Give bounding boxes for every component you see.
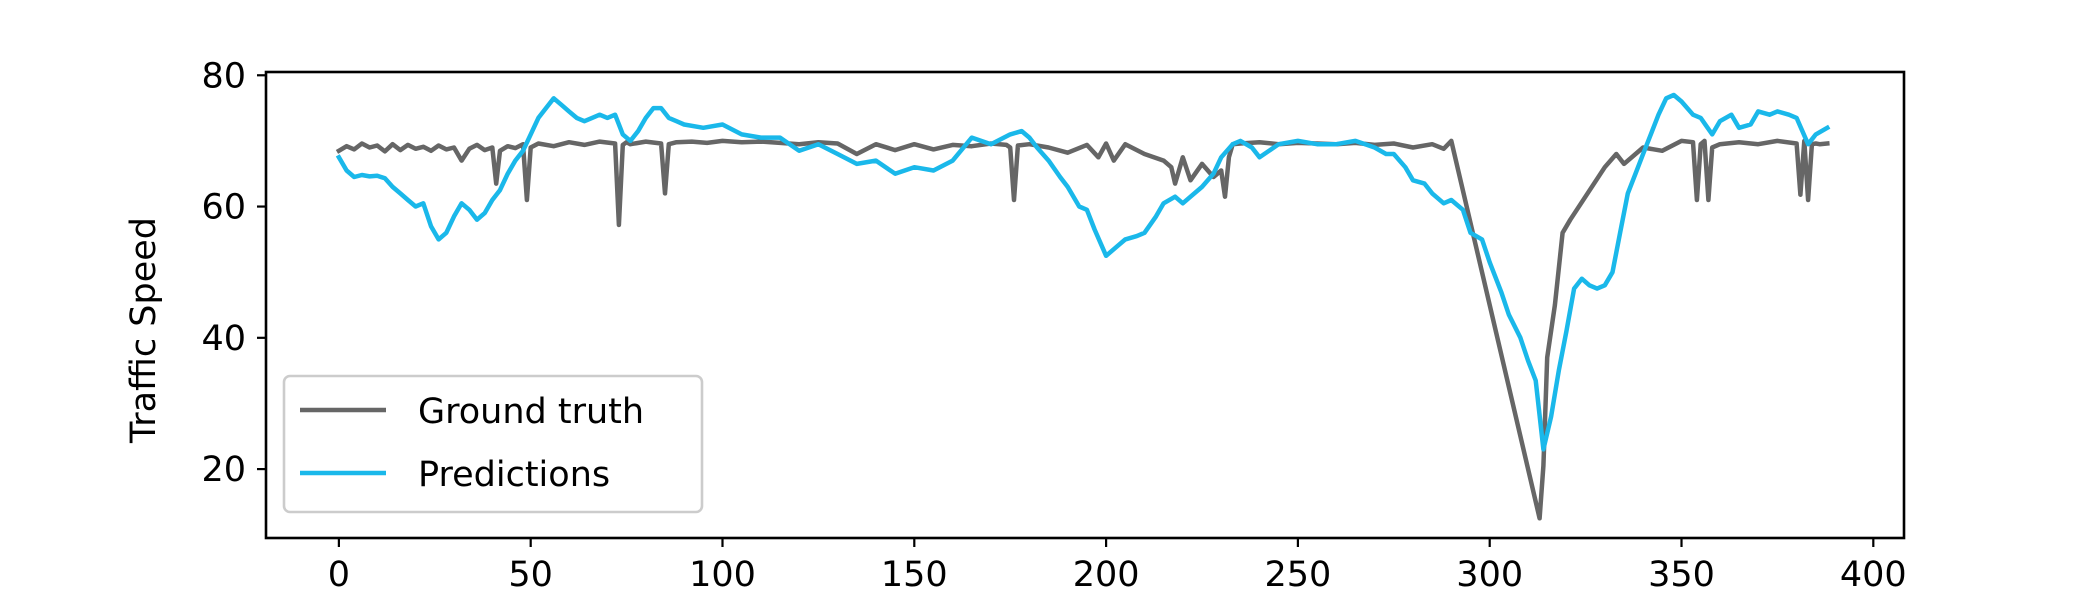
x-tick-label: 250	[1264, 555, 1331, 595]
y-tick-label: 80	[201, 56, 246, 96]
series-layer	[335, 92, 1831, 521]
plot-frame	[264, 70, 1906, 540]
series-line-predictions	[335, 92, 1831, 452]
y-tick-label: 60	[201, 188, 246, 228]
y-axis: 20 40 60 80	[201, 56, 266, 490]
x-axis: 0 50 100 150 200 250 300 350 400	[328, 538, 1907, 595]
x-tick-label: 150	[881, 555, 948, 595]
x-tick-label: 100	[689, 555, 756, 595]
y-axis-label: Traffic Speed	[124, 217, 164, 444]
series-line-ground-truth	[335, 138, 1830, 521]
x-tick-label: 400	[1840, 555, 1907, 595]
y-tick-label: 40	[201, 319, 246, 359]
legend-label-predictions: Predictions	[418, 455, 610, 495]
x-tick-label: 0	[328, 555, 350, 595]
x-tick-label: 350	[1648, 555, 1715, 595]
legend-label-ground-truth: Ground truth	[418, 392, 644, 432]
x-tick-label: 300	[1456, 555, 1523, 595]
x-tick-label: 50	[508, 555, 553, 595]
legend-box	[282, 374, 704, 514]
x-tick-label: 200	[1073, 555, 1140, 595]
y-tick-label: 20	[201, 450, 246, 490]
legend: Ground truth Predictions	[282, 374, 704, 514]
